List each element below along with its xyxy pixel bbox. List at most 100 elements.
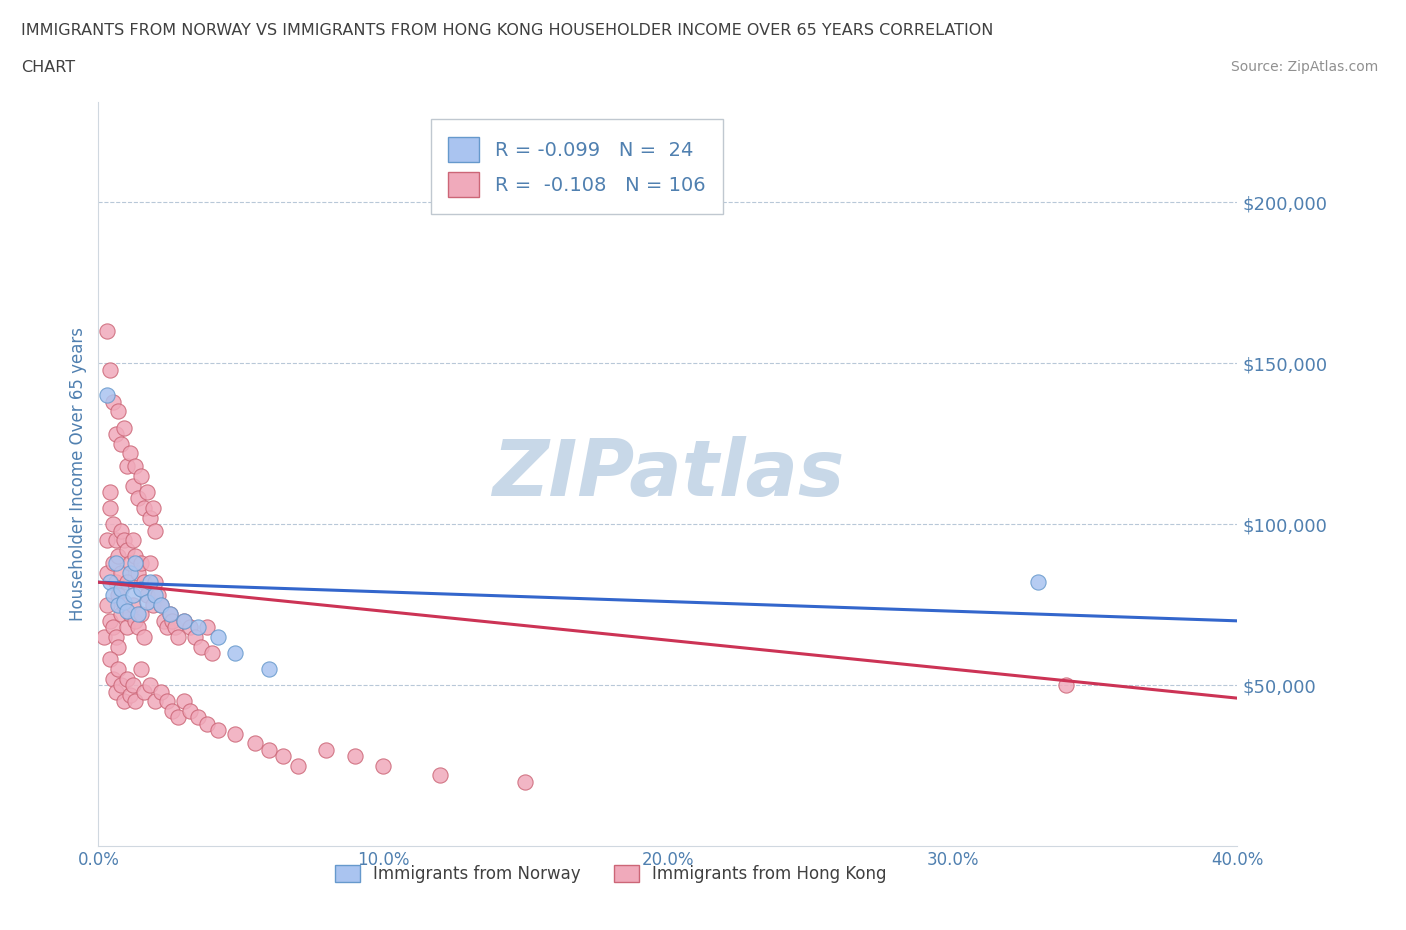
Point bbox=[132, 630, 155, 644]
Point bbox=[118, 607, 141, 622]
Point bbox=[145, 588, 167, 603]
Point bbox=[515, 775, 537, 790]
Point bbox=[187, 710, 209, 724]
Point bbox=[96, 324, 118, 339]
Point bbox=[96, 533, 118, 548]
Point bbox=[112, 533, 135, 548]
Point bbox=[224, 726, 246, 741]
Point bbox=[118, 565, 141, 580]
Point bbox=[132, 500, 155, 515]
Point bbox=[124, 555, 146, 570]
Point bbox=[110, 524, 132, 538]
Point bbox=[148, 588, 170, 603]
Text: IMMIGRANTS FROM NORWAY VS IMMIGRANTS FROM HONG KONG HOUSEHOLDER INCOME OVER 65 Y: IMMIGRANTS FROM NORWAY VS IMMIGRANTS FRO… bbox=[21, 23, 994, 38]
Point bbox=[101, 588, 124, 603]
Point bbox=[167, 710, 190, 724]
Point bbox=[153, 614, 176, 629]
Point bbox=[129, 662, 152, 677]
Point bbox=[121, 533, 143, 548]
Point bbox=[115, 671, 138, 686]
Point bbox=[112, 420, 135, 435]
Point bbox=[112, 597, 135, 612]
Point bbox=[373, 758, 395, 773]
Point bbox=[129, 581, 152, 596]
Point bbox=[343, 749, 366, 764]
Point bbox=[107, 404, 129, 418]
Point bbox=[129, 607, 152, 622]
Point bbox=[121, 597, 143, 612]
Point bbox=[107, 549, 129, 564]
Point bbox=[145, 694, 167, 709]
Text: ZIPatlas: ZIPatlas bbox=[492, 436, 844, 512]
Point bbox=[104, 575, 127, 590]
Point bbox=[118, 687, 141, 702]
Point bbox=[127, 491, 149, 506]
Point bbox=[173, 614, 195, 629]
Point bbox=[259, 742, 281, 757]
Point bbox=[129, 469, 152, 484]
Point bbox=[104, 533, 127, 548]
Point bbox=[173, 614, 195, 629]
Point bbox=[141, 597, 163, 612]
Point bbox=[115, 575, 138, 590]
Point bbox=[159, 607, 181, 622]
Point bbox=[162, 704, 184, 719]
Point bbox=[115, 620, 138, 635]
Point bbox=[101, 517, 124, 532]
Point bbox=[107, 639, 129, 654]
Point bbox=[179, 620, 201, 635]
Point bbox=[101, 394, 124, 409]
Point bbox=[145, 524, 167, 538]
Point bbox=[201, 645, 224, 660]
Point bbox=[273, 749, 295, 764]
Y-axis label: Householder Income Over 65 years: Householder Income Over 65 years bbox=[69, 327, 87, 621]
Point bbox=[179, 704, 201, 719]
Point bbox=[110, 436, 132, 451]
Point bbox=[96, 388, 118, 403]
Point bbox=[112, 694, 135, 709]
Point bbox=[96, 565, 118, 580]
Point bbox=[107, 597, 129, 612]
Point bbox=[195, 716, 218, 731]
Point bbox=[150, 597, 173, 612]
Point bbox=[138, 575, 160, 590]
Point bbox=[145, 575, 167, 590]
Point bbox=[195, 620, 218, 635]
Point bbox=[127, 620, 149, 635]
Point bbox=[124, 694, 146, 709]
Point bbox=[243, 736, 266, 751]
Point bbox=[1056, 678, 1078, 693]
Point bbox=[107, 588, 129, 603]
Point bbox=[98, 485, 121, 499]
Point bbox=[124, 614, 146, 629]
Point bbox=[162, 614, 184, 629]
Point bbox=[429, 768, 451, 783]
Point bbox=[101, 671, 124, 686]
Point bbox=[138, 555, 160, 570]
Point bbox=[156, 694, 179, 709]
Legend: Immigrants from Norway, Immigrants from Hong Kong: Immigrants from Norway, Immigrants from … bbox=[328, 858, 894, 890]
Point bbox=[115, 542, 138, 557]
Point bbox=[150, 684, 173, 699]
Point bbox=[165, 620, 187, 635]
Point bbox=[159, 607, 181, 622]
Point bbox=[98, 652, 121, 667]
Point bbox=[118, 555, 141, 570]
Point bbox=[150, 597, 173, 612]
Point bbox=[207, 630, 229, 644]
Point bbox=[127, 565, 149, 580]
Point bbox=[167, 630, 190, 644]
Point bbox=[1026, 575, 1049, 590]
Point bbox=[124, 549, 146, 564]
Point bbox=[187, 620, 209, 635]
Point bbox=[127, 607, 149, 622]
Text: CHART: CHART bbox=[21, 60, 75, 75]
Point bbox=[115, 604, 138, 618]
Point bbox=[173, 694, 195, 709]
Point bbox=[132, 684, 155, 699]
Point bbox=[315, 742, 337, 757]
Point bbox=[184, 630, 207, 644]
Point bbox=[98, 362, 121, 377]
Point bbox=[104, 630, 127, 644]
Point bbox=[124, 458, 146, 473]
